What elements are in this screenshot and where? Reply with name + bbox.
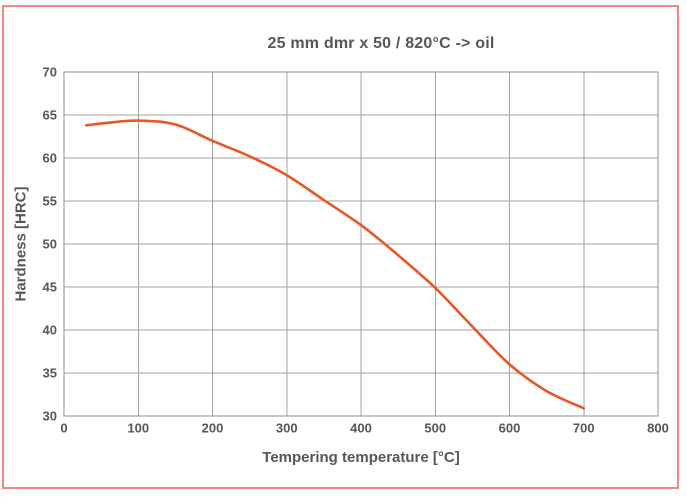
x-tick-label: 600 xyxy=(499,421,521,436)
x-tick-label: 300 xyxy=(276,421,298,436)
x-axis-label: Tempering temperature [°C] xyxy=(262,449,460,466)
y-tick-label: 55 xyxy=(43,194,57,209)
x-tick-label: 100 xyxy=(127,421,149,436)
x-tick-label: 0 xyxy=(60,421,67,436)
y-tick-label: 70 xyxy=(43,65,57,80)
y-tick-label: 40 xyxy=(43,323,57,338)
x-tick-label: 500 xyxy=(424,421,446,436)
y-tick-label: 65 xyxy=(43,108,57,123)
chart-title: 25 mm dmr x 50 / 820°C -> oil xyxy=(267,35,495,52)
y-tick-label: 60 xyxy=(43,151,57,166)
x-tick-label: 200 xyxy=(202,421,224,436)
x-tick-label: 700 xyxy=(573,421,595,436)
y-tick-label: 30 xyxy=(43,409,57,424)
y-axis-label: Hardness [HRC] xyxy=(12,186,30,302)
plot-border xyxy=(63,71,659,417)
x-tick-label: 800 xyxy=(647,421,669,436)
y-tick-label: 50 xyxy=(43,237,57,252)
page-border-frame xyxy=(2,5,679,489)
y-tick-label: 35 xyxy=(43,366,57,381)
hardness-curve xyxy=(85,119,586,410)
y-tick-label: 45 xyxy=(43,280,57,295)
x-tick-label: 400 xyxy=(350,421,372,436)
